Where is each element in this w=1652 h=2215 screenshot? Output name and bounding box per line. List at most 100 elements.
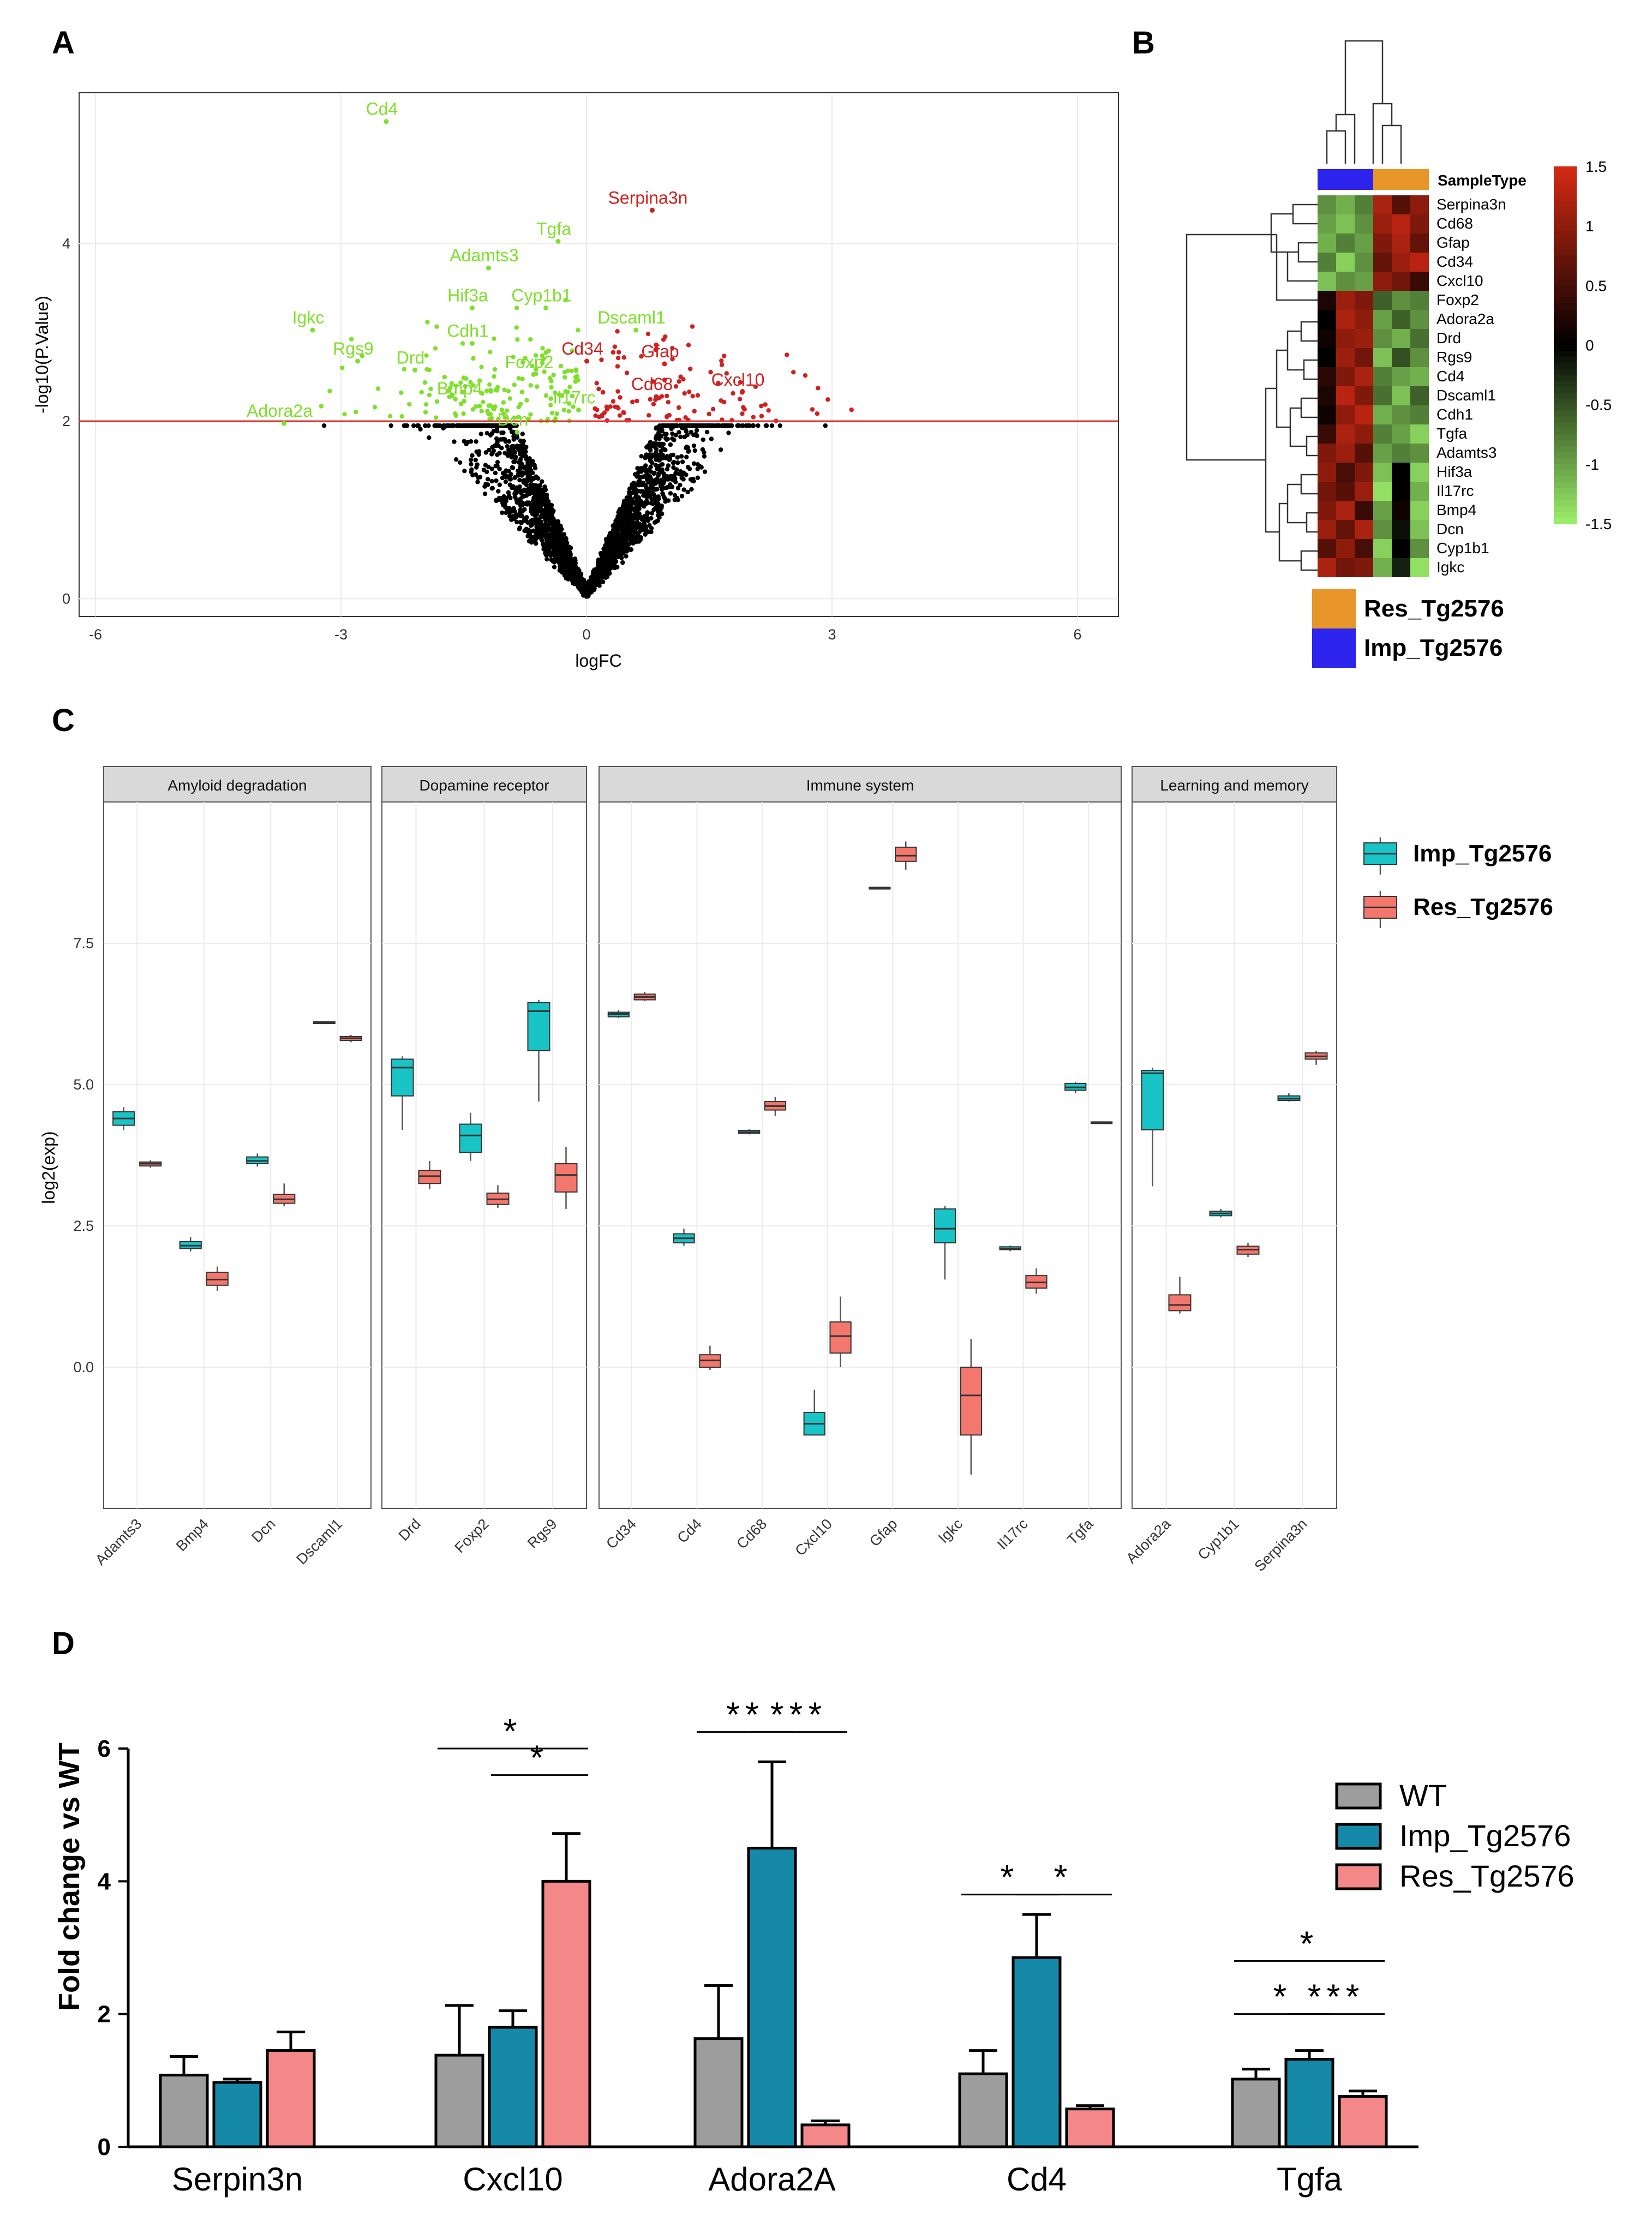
volcano-gene-label: Gfap — [641, 342, 679, 361]
volcano-point-ns — [500, 475, 505, 481]
volcano-point-ns — [536, 508, 542, 513]
heatmap-cell — [1336, 539, 1355, 558]
volcano-point-ns — [633, 507, 639, 512]
boxplot-y-tick-label: 0.0 — [73, 1359, 94, 1375]
volcano-point-ns — [680, 459, 685, 464]
heatmap-annotation-cell — [1410, 169, 1429, 190]
volcano-point-ns — [604, 556, 609, 561]
heatmap-dendrograms — [1186, 40, 1402, 571]
bar-y-tick-label: 6 — [98, 1735, 111, 1762]
facet-strip — [103, 766, 372, 803]
volcano-point-ns — [622, 511, 627, 516]
box-iqr-Res_Tg2576 — [554, 1163, 578, 1193]
box-category-label: Adora2a — [1123, 1515, 1174, 1566]
volcano-labeled-point — [462, 398, 466, 404]
volcano-point-up — [690, 324, 695, 329]
color-scale-step — [1554, 267, 1577, 274]
volcano-point-down — [518, 402, 523, 406]
volcano-point-ns — [687, 466, 692, 471]
volcano-point-ns — [629, 504, 634, 508]
box-category-label: Gfap — [866, 1516, 901, 1550]
facet-panel — [598, 801, 1122, 1509]
color-scale-tick: -1 — [1585, 456, 1599, 473]
volcano-point-up — [673, 384, 679, 389]
volcano-point-ns — [684, 423, 689, 428]
heatmap-cell — [1410, 348, 1429, 367]
color-scale-step — [1554, 422, 1577, 429]
volcano-point-ns — [660, 511, 665, 517]
volcano-point-ns — [636, 504, 642, 509]
heatmap-cell — [1336, 424, 1355, 444]
volcano-point-ns — [657, 436, 662, 441]
volcano-point-up — [662, 378, 667, 382]
volcano-point-down — [542, 369, 547, 374]
significance-label: *** — [770, 1695, 828, 1734]
volcano-point-down — [548, 396, 553, 401]
heatmap-cell — [1336, 520, 1355, 539]
volcano-point-ns — [628, 536, 633, 541]
box-category-label: Drd — [396, 1516, 424, 1544]
volcano-point-ns — [639, 454, 644, 459]
color-scale-step — [1554, 273, 1577, 280]
box-iqr-Imp_Tg2576 — [527, 1002, 550, 1051]
volcano-point-ns — [668, 442, 673, 447]
volcano-point-ns — [530, 522, 535, 527]
volcano-gene-label: Cdh1 — [447, 321, 489, 340]
heatmap-cell — [1392, 253, 1410, 272]
volcano-point-down — [528, 412, 533, 417]
volcano-point-ns — [647, 455, 651, 460]
heatmap-row-label: Cdh1 — [1436, 406, 1473, 423]
volcano-point-ns — [608, 537, 613, 542]
volcano-point-ns — [650, 484, 655, 490]
box-category-label: Dscaml1 — [294, 1516, 345, 1567]
volcano-point-up — [707, 411, 711, 417]
volcano-point-up — [615, 329, 620, 334]
heatmap-cell — [1355, 329, 1373, 348]
heatmap-cell — [1355, 386, 1373, 405]
volcano-point-down — [540, 353, 544, 358]
box-category-label: Cxcl10 — [792, 1516, 835, 1559]
volcano-point-down — [460, 341, 465, 346]
heatmap-cell — [1373, 253, 1392, 272]
heatmap-cell — [1318, 405, 1336, 424]
color-scale-step — [1554, 488, 1577, 495]
volcano-point-down — [549, 385, 554, 390]
box-category-label: Cd68 — [733, 1516, 770, 1552]
volcano-point-up — [716, 380, 721, 386]
color-scale-step — [1554, 315, 1577, 322]
volcano-point-ns — [684, 428, 689, 433]
volcano-point-ns — [484, 430, 489, 436]
color-scale-step — [1554, 351, 1577, 358]
volcano-point-ns — [677, 430, 681, 435]
volcano-point-ns — [611, 528, 616, 533]
volcano-point-ns — [679, 454, 684, 459]
heatmap-cell — [1318, 444, 1336, 463]
heatmap-row-label: Serpina3n — [1436, 196, 1506, 213]
volcano-point-ns — [667, 457, 672, 463]
volcano-point-ns — [517, 484, 522, 489]
volcano-point-ns — [519, 490, 524, 495]
volcano-x-tick-label: 6 — [1073, 626, 1081, 643]
volcano-point-ns — [321, 423, 327, 428]
volcano-point-ns — [624, 554, 629, 559]
heatmap-annotation-cell — [1355, 169, 1373, 190]
heatmap-cell — [1373, 444, 1392, 463]
volcano-point-up — [710, 406, 716, 412]
volcano-y-tick-label: 2 — [62, 413, 70, 429]
heatmap-cell — [1336, 558, 1355, 577]
volcano-point-ns — [475, 480, 480, 484]
volcano-point-ns — [663, 499, 668, 504]
color-scale-tick: 1 — [1585, 218, 1594, 235]
volcano-point-up — [721, 354, 727, 358]
color-scale-step — [1554, 470, 1577, 477]
volcano-point-ns — [656, 430, 661, 435]
volcano-point-ns — [524, 493, 529, 498]
volcano-labeled-point — [555, 238, 561, 244]
volcano-point-ns — [675, 498, 680, 502]
volcano-point-ns — [671, 460, 676, 465]
volcano-point-ns — [695, 462, 700, 467]
volcano-point-down — [530, 363, 535, 369]
volcano-point-ns — [494, 436, 499, 441]
color-scale-step — [1554, 518, 1577, 524]
bar-y-tick-label: 2 — [98, 2001, 111, 2028]
